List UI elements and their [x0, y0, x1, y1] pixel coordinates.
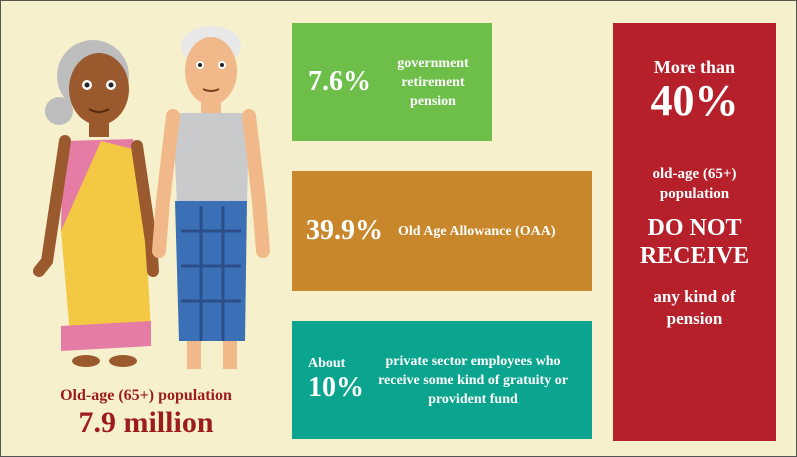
callout-prefix: More than	[653, 57, 736, 77]
box-value: 7.6%	[308, 66, 371, 97]
oaa-box: 39.9% Old Age Allowance (OAA)	[292, 171, 592, 291]
box-value: 39.9%	[306, 215, 383, 246]
box-prefix: About	[308, 356, 346, 371]
population-value: 7.9 million	[78, 406, 214, 439]
box-label: government retirement pension	[397, 55, 469, 109]
callout-group: old-age (65+) population	[652, 166, 737, 202]
illustration	[33, 26, 270, 369]
man	[152, 26, 270, 369]
population-label: Old-age (65+) population	[60, 387, 232, 404]
box-value: 10%	[308, 372, 364, 403]
box-value-group: About 10%	[308, 356, 378, 404]
population-block: Old-age (65+) population 7.9 million	[21, 387, 271, 441]
woman	[33, 40, 159, 367]
box-label: private sector employees who receive som…	[378, 353, 568, 407]
callout-box: More than 40% old-age (65+) population D…	[613, 23, 776, 441]
callout-value: 40%	[650, 76, 739, 125]
private-box: About 10% private sector employees who r…	[292, 321, 592, 439]
callout-emphasis: DO NOT RECEIVE	[639, 215, 750, 269]
pension-box: 7.6% government retirement pension	[292, 23, 492, 141]
callout-suffix: any kind of pension	[653, 287, 736, 328]
box-label: Old Age Allowance (OAA)	[398, 223, 556, 239]
